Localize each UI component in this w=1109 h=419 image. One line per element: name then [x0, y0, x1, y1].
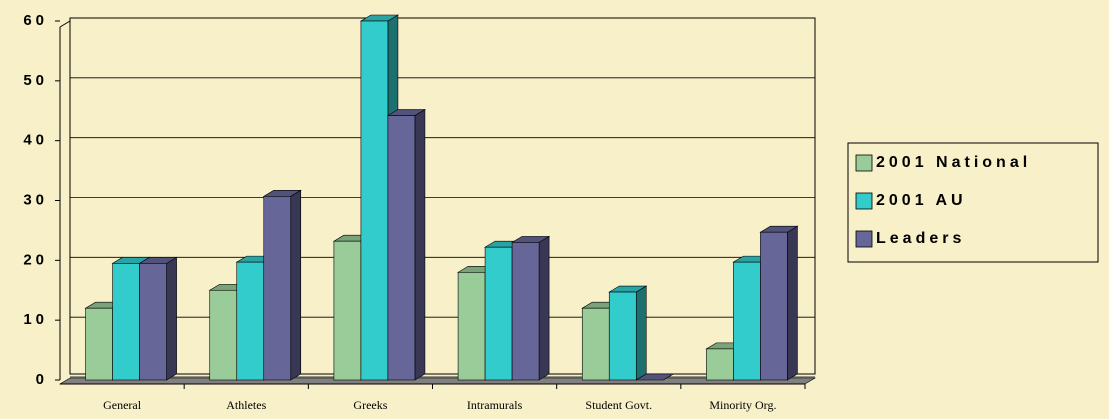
bar	[457, 271, 486, 381]
legend-label: 2001 National	[876, 154, 1031, 171]
y-tick-label: 20	[23, 251, 48, 268]
legend-swatch	[855, 192, 873, 210]
bar-top	[635, 373, 675, 381]
y-tick-label: 50	[23, 72, 48, 89]
x-tick-label: General	[103, 398, 142, 412]
bar	[333, 240, 362, 381]
y-tick-label: 0	[36, 371, 48, 388]
bar	[511, 242, 540, 381]
bar-side	[290, 189, 302, 381]
floor	[58, 377, 817, 385]
bar	[733, 261, 761, 381]
bar-side	[787, 225, 798, 381]
bar	[236, 261, 265, 381]
y-axis-depth	[59, 20, 71, 28]
legend-swatch	[855, 154, 873, 172]
bar	[581, 307, 610, 381]
bar	[112, 263, 140, 381]
legend-label: Leaders	[876, 230, 965, 247]
legend-swatch	[855, 230, 873, 248]
legend-box	[847, 142, 1099, 263]
y-tick-label: 10	[23, 311, 48, 328]
x-tick-label: Minority Org.	[709, 398, 776, 412]
x-tick-label: Greeks	[353, 398, 387, 412]
bar	[760, 231, 788, 381]
bar	[85, 307, 113, 381]
bar	[706, 348, 734, 381]
x-tick-label: Student Govt.	[585, 398, 652, 412]
x-tick-label: Athletes	[226, 398, 266, 412]
bar	[263, 196, 292, 381]
bar-side	[414, 109, 426, 381]
plot-wall	[69, 17, 816, 375]
x-tick-label: Intramurals	[467, 398, 523, 412]
bar	[360, 20, 389, 381]
bar	[608, 291, 637, 381]
y-tick-label: 40	[23, 132, 48, 149]
legend-label: 2001 AU	[876, 192, 967, 209]
bar-side	[635, 285, 647, 381]
y-tick-label: 60	[23, 12, 48, 29]
bar	[387, 115, 416, 381]
bar-side	[538, 235, 550, 381]
bar	[484, 246, 513, 381]
bar	[139, 263, 167, 381]
y-tick-label: 30	[23, 191, 48, 208]
bar	[209, 289, 238, 381]
bar-side	[166, 256, 177, 381]
